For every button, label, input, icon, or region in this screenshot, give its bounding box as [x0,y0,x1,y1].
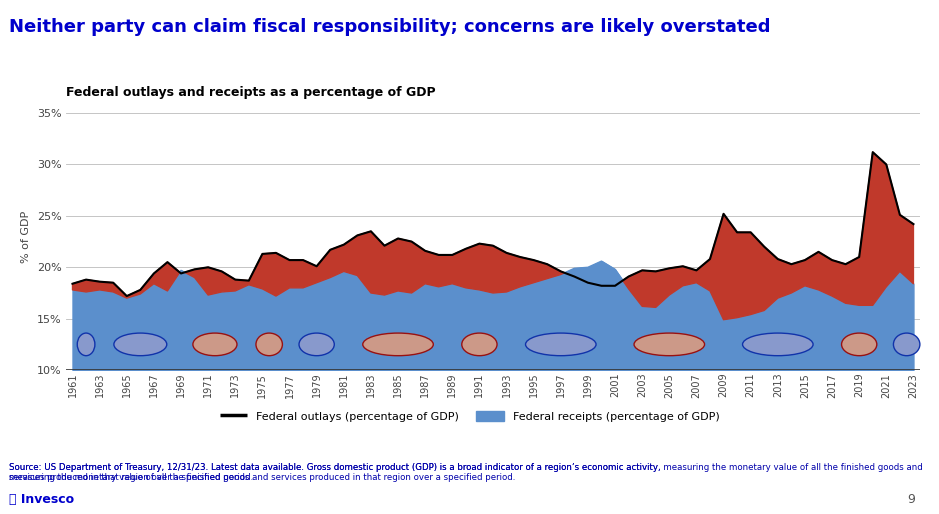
Ellipse shape [893,333,920,356]
Ellipse shape [114,333,167,356]
Text: Neither party can claim fiscal responsibility; concerns are likely overstated: Neither party can claim fiscal responsib… [9,18,771,36]
Text: 9: 9 [908,493,916,506]
Ellipse shape [192,333,237,356]
Ellipse shape [462,333,497,356]
Ellipse shape [256,333,283,356]
Text: Federal outlays and receipts as a percentage of GDP: Federal outlays and receipts as a percen… [66,86,436,99]
Text: ⛰ Invesco: ⛰ Invesco [9,493,74,506]
Ellipse shape [841,333,877,356]
Ellipse shape [362,333,433,356]
Text: Source: US Department of Treasury, 12/31/23. Latest data available. Gross domest: Source: US Department of Treasury, 12/31… [9,463,661,482]
Text: Source: US Department of Treasury, 12/31/23. Latest data available. Gross domest: Source: US Department of Treasury, 12/31… [9,463,923,482]
Ellipse shape [299,333,334,356]
Ellipse shape [634,333,704,356]
Ellipse shape [77,333,95,356]
Y-axis label: % of GDP: % of GDP [22,210,31,263]
Legend: Federal outlays (percentage of GDP), Federal receipts (percentage of GDP): Federal outlays (percentage of GDP), Fed… [215,407,724,426]
Ellipse shape [526,333,596,356]
Ellipse shape [743,333,813,356]
